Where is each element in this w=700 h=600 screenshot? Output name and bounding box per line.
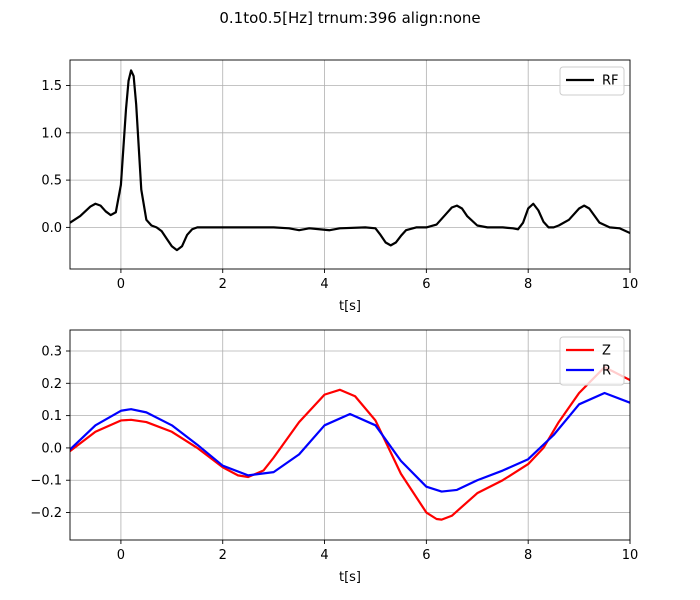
x-tick-label: 2 <box>219 277 227 292</box>
y-tick-label: 0.0 <box>41 441 62 456</box>
y-tick-label: 1.5 <box>41 79 62 94</box>
y-tick-label: 0.0 <box>41 221 62 236</box>
legend-label-z: Z <box>602 344 611 359</box>
y-tick-label: −0.2 <box>30 506 62 521</box>
y-tick-label: 0.2 <box>41 377 62 392</box>
y-tick-label: −0.1 <box>30 474 62 489</box>
figure-title: 0.1to0.5[Hz] trnum:396 align:none <box>219 9 480 27</box>
series-line-rf <box>70 69 630 252</box>
legend-label-r: R <box>602 364 611 379</box>
y-tick-label: 1.0 <box>41 126 62 141</box>
x-tick-label: 0 <box>117 277 125 292</box>
series-line-r <box>70 391 630 493</box>
legend: RF <box>559 66 625 96</box>
x-tick-label: 0 <box>117 548 125 563</box>
x-tick-label: 6 <box>422 277 430 292</box>
rf-plot-panel: 0 2 4 6 8 10 0.0 0.5 1.0 1.5 t[s] RF <box>41 59 639 314</box>
x-tick-label: 6 <box>422 548 430 563</box>
zr-plot-panel: 0 2 4 6 8 10 −0.2 −0.1 0.0 0.1 0.2 0.3 t[s] ZR <box>30 329 639 585</box>
x-axis-label: t[s] <box>339 570 361 585</box>
x-tick-label: 2 <box>219 548 227 563</box>
x-tick-label: 8 <box>524 277 532 292</box>
y-tick-label: 0.3 <box>41 345 62 360</box>
axes-frame <box>69 329 631 541</box>
x-tick-label: 4 <box>320 548 328 563</box>
axes-frame <box>69 59 631 270</box>
series-line-z <box>70 366 630 521</box>
x-tick-label: 10 <box>622 277 639 292</box>
x-tick-label: 10 <box>622 548 639 563</box>
y-tick-label: 0.1 <box>41 409 62 424</box>
x-axis-label: t[s] <box>339 299 361 314</box>
legend-label-rf: RF <box>602 74 619 89</box>
legend-box <box>559 336 625 386</box>
x-tick-label: 4 <box>320 277 328 292</box>
x-tick-label: 8 <box>524 548 532 563</box>
legend: ZR <box>559 336 625 386</box>
y-tick-label: 0.5 <box>41 174 62 189</box>
